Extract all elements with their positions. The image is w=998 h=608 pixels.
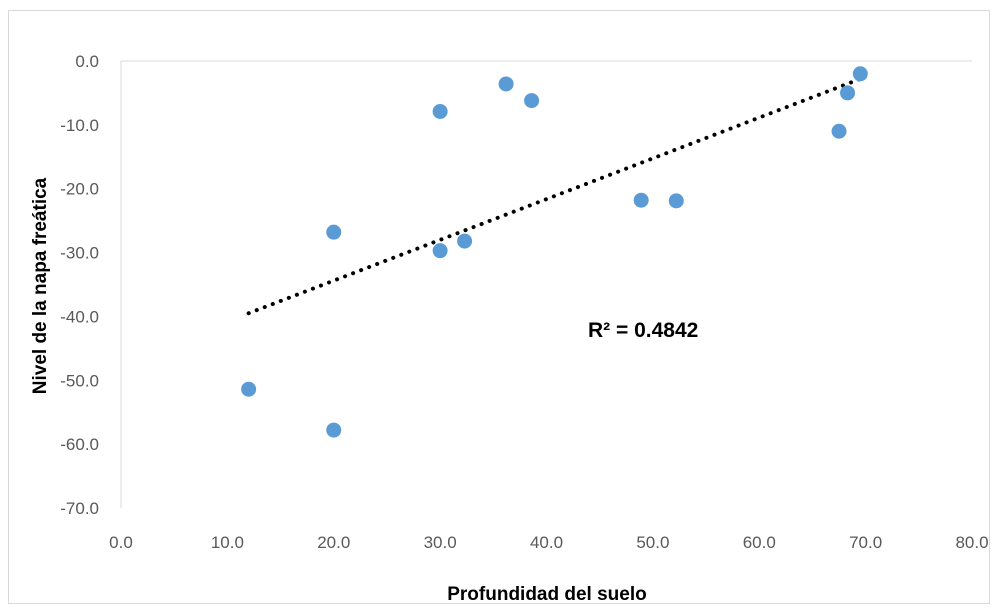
data-point [241, 381, 257, 397]
data-point [432, 103, 448, 119]
data-points [241, 66, 868, 438]
x-tick-label: 60.0 [743, 533, 776, 552]
chart-area [8, 10, 990, 604]
data-point [326, 224, 342, 240]
data-point [852, 66, 868, 82]
data-point [831, 123, 847, 139]
data-point [498, 76, 514, 92]
y-tick-label: -60.0 [60, 435, 99, 454]
r-squared-annotation: R² = 0.4842 [588, 319, 698, 342]
tick-labels: 0.0 10.0 20.0 30.0 40.0 50.0 60.0 70.0 80.0 0.0 -1… [60, 52, 988, 552]
x-tick-label: 80.0 [955, 533, 988, 552]
axes [120, 60, 972, 508]
y-axis-title: Nivel de la napa freática [30, 177, 51, 394]
x-tick-label: 10.0 [211, 533, 244, 552]
x-tick-label: 40.0 [530, 533, 563, 552]
data-point [524, 93, 540, 109]
trendline-line [246, 76, 863, 316]
x-tick-label: 70.0 [849, 533, 882, 552]
data-point [432, 243, 448, 259]
y-tick-label: -40.0 [60, 307, 99, 326]
y-tick-label: 0.0 [75, 52, 99, 71]
x-tick-label: 0.0 [109, 533, 133, 552]
y-tick-label: -30.0 [60, 244, 99, 263]
y-tick-label: -10.0 [60, 116, 99, 135]
x-axis-title: Profundidad del suelo [447, 584, 647, 605]
data-point [633, 192, 649, 208]
trendline [246, 76, 863, 316]
x-tick-label: 30.0 [424, 533, 457, 552]
data-point [457, 233, 473, 249]
data-point [668, 193, 684, 209]
x-tick-label: 50.0 [636, 533, 669, 552]
y-tick-label: -70.0 [60, 499, 99, 518]
y-tick-label: -50.0 [60, 371, 99, 390]
y-tick-label: -20.0 [60, 180, 99, 199]
data-point [840, 85, 856, 101]
data-point [326, 422, 342, 438]
x-tick-label: 20.0 [317, 533, 350, 552]
